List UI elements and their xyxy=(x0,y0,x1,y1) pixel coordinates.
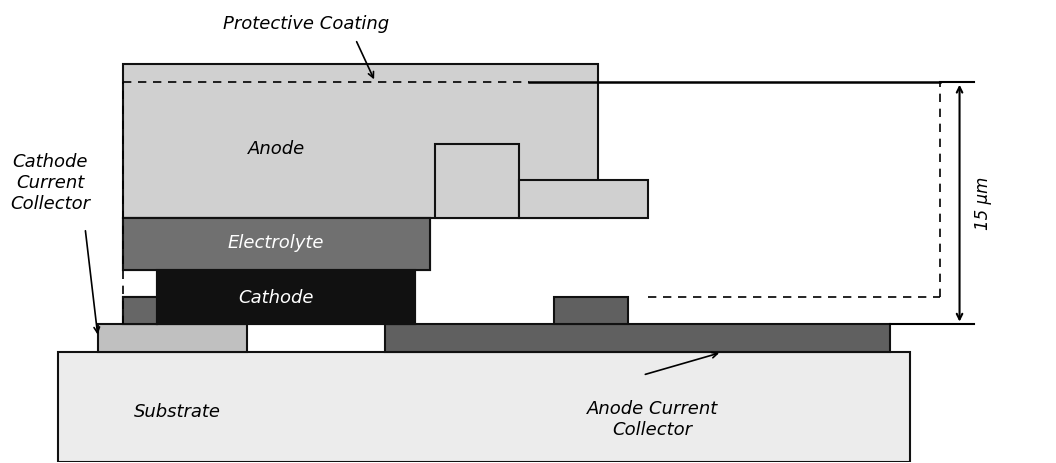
Bar xyxy=(157,270,415,325)
Bar xyxy=(122,64,598,218)
Bar xyxy=(553,297,627,325)
Bar xyxy=(385,325,890,352)
Bar xyxy=(122,297,157,325)
Bar xyxy=(98,325,246,352)
Bar xyxy=(58,352,910,462)
Bar xyxy=(122,218,430,270)
Text: 15 μm: 15 μm xyxy=(975,176,993,230)
Bar xyxy=(122,218,430,270)
Bar xyxy=(122,297,157,325)
Text: Protective Coating: Protective Coating xyxy=(223,15,389,33)
Text: Cathode: Cathode xyxy=(239,288,314,307)
Text: Electrolyte: Electrolyte xyxy=(228,234,324,252)
Text: Substrate: Substrate xyxy=(134,403,221,421)
Text: Anode: Anode xyxy=(247,139,305,157)
Bar xyxy=(518,180,647,218)
Text: Anode Current
Collector: Anode Current Collector xyxy=(587,400,718,439)
Bar xyxy=(157,270,415,325)
Text: Cathode
Current
Collector: Cathode Current Collector xyxy=(11,154,91,213)
Bar xyxy=(435,144,518,218)
